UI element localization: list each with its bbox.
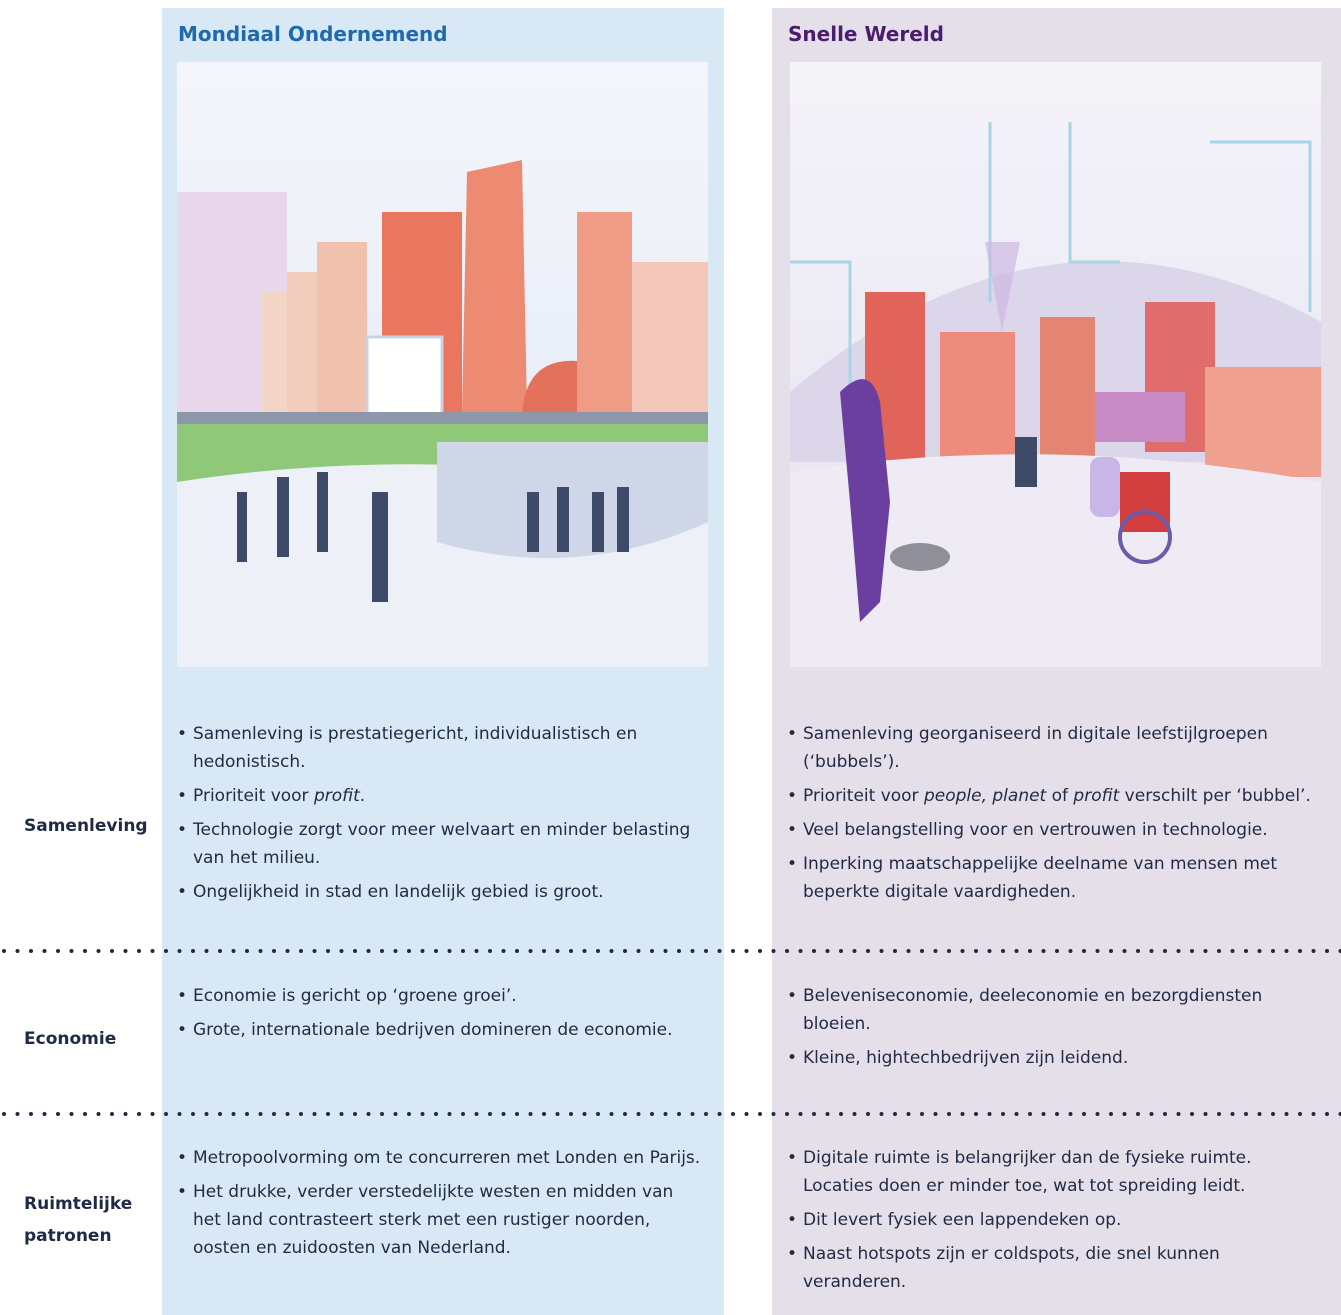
row-label: Samenleving (24, 816, 148, 836)
text: Ongelijkheid in stad en landelijk gebied… (193, 882, 604, 902)
row-divider (2, 1112, 1341, 1116)
row-label: Economie (24, 1029, 117, 1049)
bullet-list: Samenleving georganiseerd in digitale le… (787, 720, 1321, 906)
bullet-item: Het drukke, verder verstedelijkte westen… (177, 1178, 704, 1262)
bullet-item: Economie is gericht op ‘groene groei’. (177, 982, 704, 1010)
text: Beleveniseconomie, deeleconomie en bezor… (803, 986, 1263, 1034)
bullet-list: Metropoolvorming om te concurreren met L… (177, 1144, 704, 1262)
bullet-item: Ongelijkheid in stad en landelijk gebied… (177, 878, 704, 906)
row-divider (2, 949, 1341, 953)
text: Digitale ruimte is belangrijker dan de f… (803, 1148, 1252, 1196)
bullet-item: Grote, internationale bedrijven dominere… (177, 1016, 704, 1044)
scenario-column: Mondiaal Ondernemend Samenleving is pres… (162, 8, 724, 1315)
bullet-list: Samenleving is prestatiegericht, individ… (177, 720, 704, 906)
bullet-section: Beleveniseconomie, deeleconomie en bezor… (787, 982, 1321, 1078)
bullet-section: Digitale ruimte is belangrijker dan de f… (787, 1144, 1321, 1302)
bullet-item: Kleine, hightechbedrijven zijn leidend. (787, 1044, 1321, 1072)
bullet-section: Metropoolvorming om te concurreren met L… (177, 1144, 704, 1268)
bullet-item: Prioriteit voor people, planet of profit… (787, 782, 1321, 810)
bullet-item: Technologie zorgt voor meer welvaart en … (177, 816, 704, 872)
illustration (790, 62, 1321, 667)
bullet-item: Inperking maatschappelijke deelname van … (787, 850, 1321, 906)
bullet-item: Digitale ruimte is belangrijker dan de f… (787, 1144, 1321, 1200)
text: Het drukke, verder verstedelijkte westen… (193, 1182, 674, 1258)
italic-text: profit (313, 786, 360, 806)
bullet-section: Economie is gericht op ‘groene groei’. Gr… (177, 982, 704, 1050)
text: Metropoolvorming om te concurreren met L… (193, 1148, 701, 1168)
text: Inperking maatschappelijke deelname van … (803, 854, 1278, 902)
text: Dit levert fysiek een lappendeken op. (803, 1210, 1122, 1230)
bullet-section: Samenleving is prestatiegericht, individ… (177, 720, 704, 912)
text: Prioriteit voor (803, 786, 924, 806)
illustration (177, 62, 708, 667)
text: verschilt per ‘bubbel’. (1119, 786, 1311, 806)
bullet-section: Samenleving georganiseerd in digitale le… (787, 720, 1321, 912)
text: Economie is gericht op ‘groene groei’. (193, 986, 517, 1006)
text: Naast hotspots zijn er coldspots, die sn… (803, 1244, 1220, 1292)
row-label: Ruimtelijke patronen (24, 1194, 133, 1246)
text: Kleine, hightechbedrijven zijn leidend. (803, 1048, 1129, 1068)
text: Prioriteit voor (193, 786, 314, 806)
bullet-item: Veel belangstelling voor en vertrouwen i… (787, 816, 1321, 844)
bullet-item: Beleveniseconomie, deeleconomie en bezor… (787, 982, 1321, 1038)
column-title: Snelle Wereld (788, 22, 944, 46)
italic-text: people, planet (923, 786, 1047, 806)
bullet-item: Samenleving georganiseerd in digitale le… (787, 720, 1321, 776)
text: Veel belangstelling voor en vertrouwen i… (803, 820, 1268, 840)
text: Grote, internationale bedrijven dominere… (193, 1020, 673, 1040)
text: . (359, 786, 366, 806)
bullet-item: Samenleving is prestatiegericht, individ… (177, 720, 704, 776)
bullet-list: Economie is gericht op ‘groene groei’. Gr… (177, 982, 704, 1044)
italic-text: profit (1073, 786, 1120, 806)
bullet-list: Digitale ruimte is belangrijker dan de f… (787, 1144, 1321, 1296)
scenario-column: Snelle Wereld Samenleving georganiseerd … (772, 8, 1341, 1315)
bullet-list: Beleveniseconomie, deeleconomie en bezor… (787, 982, 1321, 1072)
text: Technologie zorgt voor meer welvaart en … (193, 820, 691, 868)
bullet-item: Metropoolvorming om te concurreren met L… (177, 1144, 704, 1172)
bullet-item: Naast hotspots zijn er coldspots, die sn… (787, 1240, 1321, 1296)
text: Samenleving georganiseerd in digitale le… (803, 724, 1268, 772)
bullet-item: Prioriteit voor profit. (177, 782, 704, 810)
bullet-item: Dit levert fysiek een lappendeken op. (787, 1206, 1321, 1234)
text: Samenleving is prestatiegericht, individ… (193, 724, 638, 772)
text: of (1046, 786, 1074, 806)
column-title: Mondiaal Ondernemend (178, 22, 448, 46)
